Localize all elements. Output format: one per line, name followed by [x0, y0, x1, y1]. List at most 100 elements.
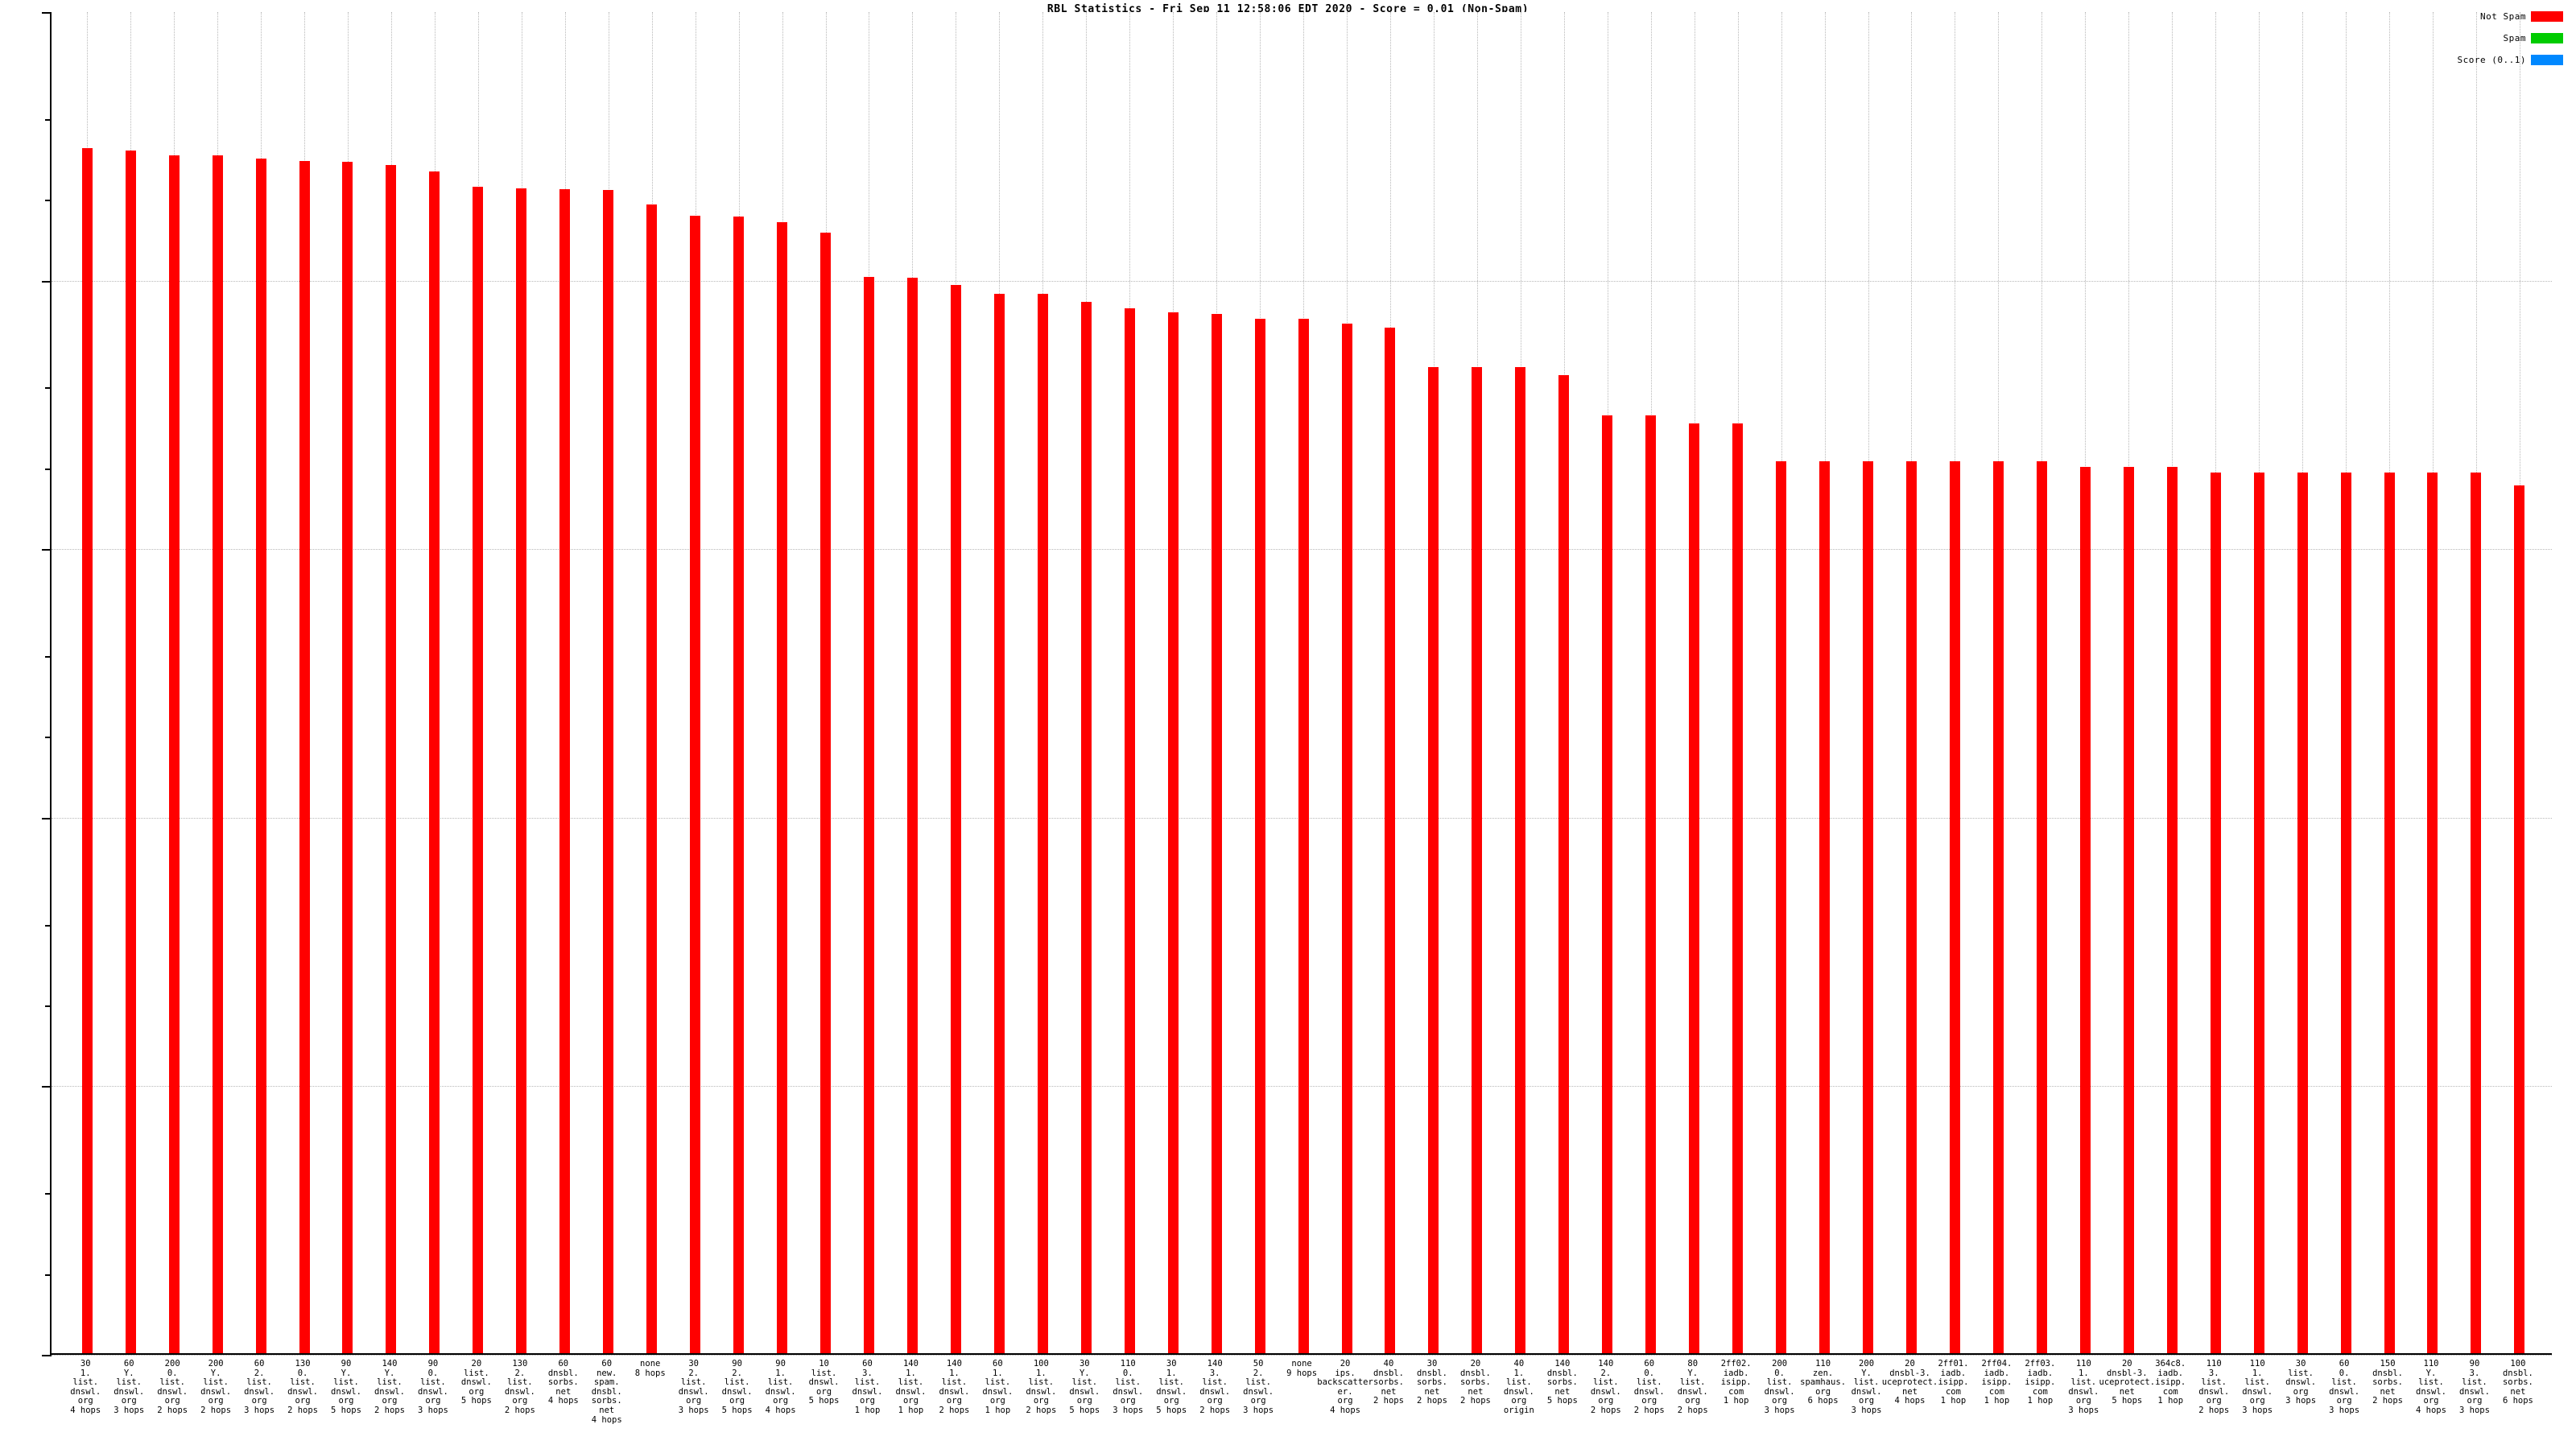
- y-tick-major: [42, 1086, 52, 1088]
- x-axis-tick-label: 130 0. list. dnswl. org 2 hops: [287, 1359, 318, 1415]
- bar[interactable]: [2427, 473, 2438, 1353]
- bar[interactable]: [1645, 415, 1657, 1353]
- bar[interactable]: [429, 171, 440, 1353]
- x-axis-tick-label: 200 Y. list. dnswl. org 3 hops: [1851, 1359, 1882, 1415]
- bar[interactable]: [81, 147, 93, 1353]
- bar[interactable]: [1602, 415, 1613, 1353]
- x-axis-tick-label: 20 ips. backscatterer. org 4 hops: [1317, 1359, 1373, 1415]
- x-axis-tick-label: 30 1. list. dnswl. org 4 hops: [70, 1359, 101, 1415]
- bar[interactable]: [1124, 308, 1135, 1353]
- x-axis-tick-label: 30 1. list. dnswl. org 5 hops: [1156, 1359, 1187, 1415]
- x-axis-tick-label: 110 Y. list. dnswl. org 4 hops: [2416, 1359, 2446, 1415]
- bar[interactable]: [1689, 423, 1700, 1353]
- y-tick-minor: [45, 387, 52, 390]
- bar[interactable]: [1776, 460, 1787, 1353]
- x-axis-tick-label: 200 Y. list. dnswl. org 2 hops: [200, 1359, 232, 1415]
- x-axis-tick-label: 90 1. list. dnswl. org 4 hops: [765, 1359, 796, 1415]
- y-tick-major: [42, 1355, 52, 1356]
- bar[interactable]: [603, 189, 614, 1353]
- bar[interactable]: [2384, 473, 2395, 1353]
- y-tick-major: [42, 12, 52, 14]
- x-axis-tick-label: 30 Y. list. dnswl. org 5 hops: [1069, 1359, 1100, 1415]
- bar[interactable]: [950, 285, 961, 1353]
- bar[interactable]: [473, 187, 484, 1353]
- bar[interactable]: [342, 161, 353, 1353]
- x-axis-tick-label: 150 dnsbl. sorbs. net 2 hops: [2372, 1359, 2403, 1406]
- bar[interactable]: [690, 216, 701, 1353]
- bar[interactable]: [2166, 466, 2178, 1353]
- x-axis-tick-label: 60 new. spam. dnsbl. sorbs. net 4 hops: [591, 1359, 622, 1425]
- bar[interactable]: [820, 232, 832, 1353]
- bar[interactable]: [2297, 473, 2308, 1353]
- gridline-horizontal: [52, 1355, 2552, 1356]
- bar[interactable]: [1254, 319, 1265, 1353]
- plot-area: [42, 12, 2552, 1356]
- x-axis-tick-label: 60 dnsbl. sorbs. net 4 hops: [547, 1359, 579, 1406]
- x-axis-tick-label: 2ff04. iadb. isipp. com 1 hop: [1981, 1359, 2013, 1406]
- bar[interactable]: [255, 159, 266, 1353]
- bar[interactable]: [559, 189, 571, 1353]
- x-axis-tick-label: 90 3. list. dnswl. org 3 hops: [2458, 1359, 2490, 1415]
- x-axis-tick-label: 140 1. list. dnswl. org 2 hops: [939, 1359, 970, 1415]
- legend-swatch-not-spam: [2531, 11, 2563, 22]
- bar[interactable]: [646, 204, 658, 1353]
- x-axis-tick-label: 364c8. iadb. isipp. com 1 hop: [2155, 1359, 2186, 1406]
- bar[interactable]: [1863, 460, 1874, 1353]
- x-axis-tick-label: 40 1. list. dnswl. org origin: [1503, 1359, 1534, 1415]
- legend-item-not-spam: Not Spam: [2480, 11, 2563, 22]
- bar[interactable]: [168, 155, 180, 1353]
- bar[interactable]: [1905, 460, 1917, 1353]
- x-axis-tick-label: 90 2. list. dnswl. org 5 hops: [721, 1359, 753, 1415]
- bar[interactable]: [733, 216, 745, 1353]
- bar[interactable]: [1558, 374, 1570, 1353]
- x-axis-labels: 30 1. list. dnswl. org 4 hops 60 Y. list.…: [50, 1359, 2552, 1448]
- bar[interactable]: [993, 294, 1005, 1353]
- x-axis-tick-label: 60 0. list. dnswl. org 3 hops: [2329, 1359, 2360, 1415]
- bar[interactable]: [1211, 314, 1222, 1353]
- bar[interactable]: [1732, 423, 1744, 1353]
- bar[interactable]: [777, 221, 788, 1353]
- bar[interactable]: [2079, 466, 2091, 1353]
- bar[interactable]: [212, 155, 223, 1353]
- x-axis-tick-label: 60 0. list. dnswl. org 2 hops: [1633, 1359, 1665, 1415]
- x-axis-tick-label: 110 1. list. dnswl. org 3 hops: [2068, 1359, 2099, 1415]
- bar[interactable]: [2210, 473, 2221, 1353]
- bar[interactable]: [2514, 485, 2525, 1353]
- bar[interactable]: [863, 276, 874, 1353]
- x-axis-tick-label: 140 3. list. dnswl. org 2 hops: [1199, 1359, 1231, 1415]
- legend-label-spam: Spam: [2503, 33, 2526, 43]
- bar[interactable]: [1428, 367, 1439, 1353]
- bar[interactable]: [1992, 460, 2004, 1353]
- legend-label-score: Score (0..1): [2457, 55, 2526, 65]
- legend-swatch-score: [2531, 55, 2563, 65]
- bar[interactable]: [2340, 473, 2351, 1353]
- bar[interactable]: [2253, 473, 2264, 1353]
- bar[interactable]: [2123, 466, 2134, 1353]
- bar[interactable]: [2471, 473, 2482, 1353]
- bar[interactable]: [906, 278, 918, 1353]
- bar[interactable]: [1515, 367, 1526, 1353]
- bar[interactable]: [1037, 294, 1048, 1353]
- x-axis-tick-label: 110 zen. spamhaus. org 6 hops: [1800, 1359, 1847, 1406]
- bar[interactable]: [1949, 460, 1960, 1353]
- x-axis-tick-label: 20 dnsbl-3. uceprotect. net 4 hops: [1881, 1359, 1938, 1406]
- bar[interactable]: [1298, 319, 1309, 1353]
- x-axis-tick-label: 2ff02. iadb. isipp. com 1 hop: [1720, 1359, 1752, 1406]
- bar[interactable]: [1819, 460, 1831, 1353]
- bar[interactable]: [125, 151, 136, 1353]
- x-axis-tick-label: 140 2. list. dnswl. org 2 hops: [1590, 1359, 1621, 1415]
- bar[interactable]: [2036, 460, 2047, 1353]
- x-axis-tick-label: 2ff03. iadb. isipp. com 1 hop: [2025, 1359, 2056, 1406]
- bar[interactable]: [516, 188, 527, 1353]
- bar[interactable]: [386, 165, 397, 1353]
- bar[interactable]: [1472, 367, 1483, 1353]
- bar[interactable]: [1080, 302, 1092, 1353]
- x-axis-tick-label: 60 2. list. dnswl. org 3 hops: [244, 1359, 275, 1415]
- bar[interactable]: [1385, 327, 1396, 1353]
- bar[interactable]: [1341, 324, 1352, 1353]
- bar[interactable]: [299, 160, 310, 1353]
- y-tick-major: [42, 549, 52, 551]
- x-axis-tick-label: 200 0. list. dnswl. org 3 hops: [1764, 1359, 1795, 1415]
- bar[interactable]: [1167, 312, 1179, 1353]
